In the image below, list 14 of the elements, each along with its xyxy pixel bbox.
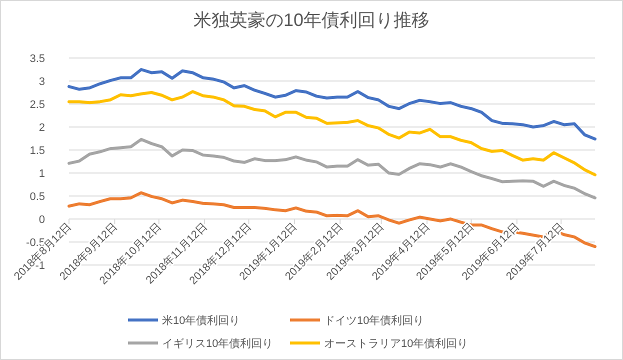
y-tick-label: 0 [38,214,45,226]
y-tick-label: 0.5 [30,191,45,203]
y-tick-label: 2.5 [30,99,45,111]
y-tick-label: 2 [38,122,45,134]
legend-label: オーストラリア10年債利回り [324,337,468,350]
y-tick-label: 1 [38,168,45,180]
legend-label: 米10年債利回り [162,314,240,327]
y-tick-label: 3.5 [30,53,45,65]
chart-title: 米独英豪の10年債利回り推移 [193,10,430,30]
y-tick-label: 3 [38,76,45,88]
y-tick-label: 1.5 [30,145,45,157]
y-tick-label: -1 [35,260,45,272]
legend-label: イギリス10年債利回り [162,337,274,350]
legend-label: ドイツ10年債利回り [324,314,424,327]
